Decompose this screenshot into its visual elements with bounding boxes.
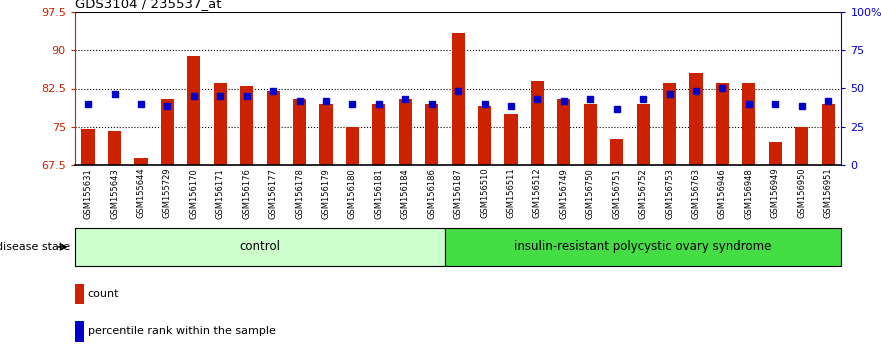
Text: GSM156511: GSM156511 — [507, 168, 515, 218]
Bar — [636, 104, 650, 165]
Bar — [610, 139, 624, 165]
Bar — [663, 84, 677, 165]
Text: insulin-resistant polycystic ovary syndrome: insulin-resistant polycystic ovary syndr… — [515, 240, 772, 253]
Bar — [81, 129, 95, 165]
Text: GSM155729: GSM155729 — [163, 168, 172, 218]
Bar — [690, 73, 703, 165]
Text: GSM156753: GSM156753 — [665, 168, 674, 219]
Bar — [75, 228, 445, 266]
Text: GSM156180: GSM156180 — [348, 168, 357, 218]
Text: GSM156177: GSM156177 — [269, 168, 278, 219]
Text: GSM156950: GSM156950 — [797, 168, 806, 218]
Bar — [398, 99, 411, 165]
Text: percentile rank within the sample: percentile rank within the sample — [87, 326, 276, 336]
Text: GSM156763: GSM156763 — [692, 168, 700, 219]
Text: GSM156951: GSM156951 — [824, 168, 833, 218]
Text: GSM156949: GSM156949 — [771, 168, 780, 218]
Text: GSM156186: GSM156186 — [427, 168, 436, 219]
Bar — [445, 228, 841, 266]
Text: GSM156179: GSM156179 — [322, 168, 330, 218]
Bar — [373, 104, 386, 165]
Bar — [187, 56, 201, 165]
Text: control: control — [240, 240, 280, 253]
Bar — [240, 86, 254, 165]
Text: disease state: disease state — [0, 242, 70, 252]
Text: GSM156510: GSM156510 — [480, 168, 489, 218]
Bar — [715, 84, 729, 165]
Bar — [292, 99, 307, 165]
Text: GSM155631: GSM155631 — [84, 168, 93, 218]
Bar — [161, 99, 174, 165]
Bar — [108, 131, 122, 165]
Text: GSM156187: GSM156187 — [454, 168, 463, 219]
Text: GSM156170: GSM156170 — [189, 168, 198, 218]
Text: GSM156181: GSM156181 — [374, 168, 383, 218]
Bar — [557, 99, 571, 165]
Bar — [504, 114, 517, 165]
Text: GSM156751: GSM156751 — [612, 168, 621, 218]
Text: GSM156750: GSM156750 — [586, 168, 595, 218]
Bar — [768, 142, 782, 165]
Text: GSM156946: GSM156946 — [718, 168, 727, 218]
Bar — [583, 104, 597, 165]
Bar — [135, 158, 148, 165]
Bar — [75, 321, 85, 342]
Text: GSM155644: GSM155644 — [137, 168, 145, 218]
Text: GSM156184: GSM156184 — [401, 168, 410, 218]
Text: GSM156171: GSM156171 — [216, 168, 225, 218]
Bar — [452, 33, 465, 165]
Text: GDS3104 / 235537_at: GDS3104 / 235537_at — [75, 0, 221, 10]
Bar — [214, 84, 227, 165]
Bar — [795, 126, 809, 165]
Bar — [319, 104, 332, 165]
Text: GSM156176: GSM156176 — [242, 168, 251, 219]
Bar — [345, 126, 359, 165]
Bar — [530, 81, 544, 165]
Text: GSM156178: GSM156178 — [295, 168, 304, 219]
Text: count: count — [87, 289, 119, 299]
Bar — [821, 104, 835, 165]
Text: GSM156749: GSM156749 — [559, 168, 568, 218]
Bar — [266, 91, 279, 165]
Bar — [426, 104, 439, 165]
Text: GSM156948: GSM156948 — [744, 168, 753, 218]
Text: GSM156512: GSM156512 — [533, 168, 542, 218]
Text: GSM156752: GSM156752 — [639, 168, 648, 218]
Bar — [742, 84, 756, 165]
Bar — [75, 284, 85, 304]
Bar — [478, 106, 492, 165]
Text: GSM155643: GSM155643 — [110, 168, 119, 218]
